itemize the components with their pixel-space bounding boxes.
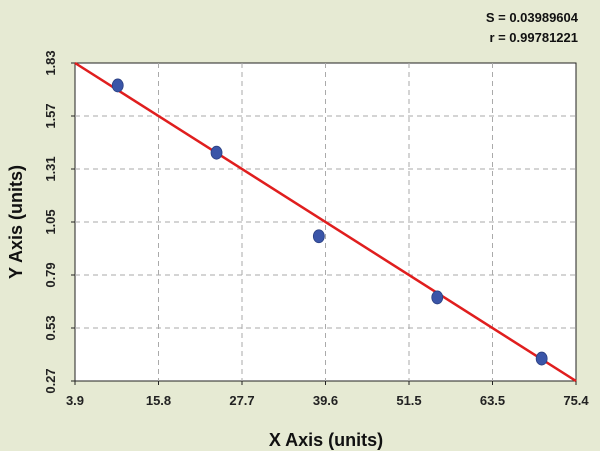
y-tick-label: 1.31	[43, 156, 58, 181]
x-tick-label: 3.9	[66, 393, 84, 408]
x-tick-label: 75.4	[563, 393, 589, 408]
y-axis-title: Y Axis (units)	[6, 165, 26, 279]
x-tick-labels: 3.9 15.8 27.7 39.6 51.5 63.5 75.4	[66, 393, 589, 408]
x-tick-label: 15.8	[146, 393, 171, 408]
y-tick-label: 0.79	[43, 262, 58, 287]
y-tick-label: 1.57	[43, 103, 58, 128]
fit-line-group	[74, 61, 577, 383]
y-tick-label: 1.83	[43, 50, 58, 75]
y-tick-labels: 0.27 0.53 0.79 1.05 1.31 1.57 1.83	[43, 50, 58, 393]
stat-s: S = 0.03989604	[486, 10, 579, 25]
data-point	[431, 290, 444, 305]
y-tick-label: 1.05	[43, 209, 58, 234]
x-tick-label: 27.7	[229, 393, 254, 408]
y-tick-label: 0.27	[43, 368, 58, 393]
stat-r: r = 0.99781221	[489, 30, 578, 45]
data-point	[535, 351, 548, 366]
data-points	[111, 78, 548, 366]
fit-line	[74, 61, 577, 383]
y-tick-label: 0.53	[43, 315, 58, 340]
data-point	[111, 78, 124, 93]
x-tick-label: 51.5	[396, 393, 421, 408]
data-point	[210, 145, 223, 160]
x-tick-label: 63.5	[480, 393, 505, 408]
x-axis-title: X Axis (units)	[269, 430, 383, 450]
x-tick-label: 39.6	[313, 393, 338, 408]
data-point	[312, 229, 325, 244]
